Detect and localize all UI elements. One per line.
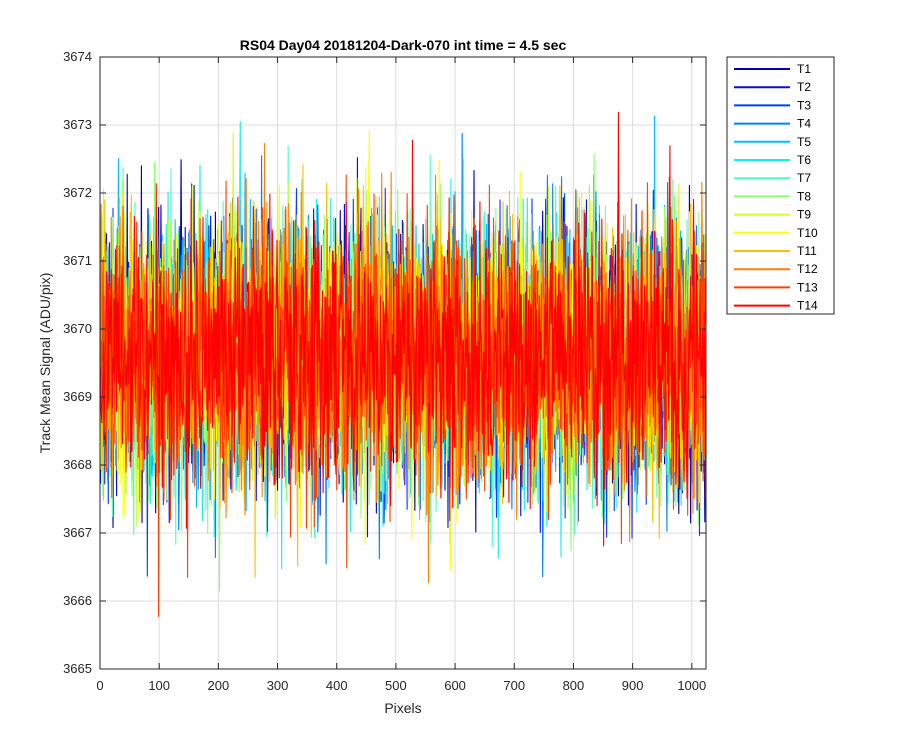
- chart-title: RS04 Day04 20181204-Dark-070 int time = …: [240, 37, 567, 53]
- x-tick-label: 400: [326, 678, 348, 693]
- y-tick-label: 3666: [63, 593, 92, 608]
- legend-label-t4: T4: [797, 117, 811, 131]
- legend: T1 T2 T3 T4 T5 T6 T7 T8 T9 T10 T11 T12 T13 T14: [726, 56, 835, 315]
- legend-label-t5: T5: [797, 135, 811, 149]
- legend-label-t14: T14: [797, 299, 818, 313]
- y-tick-label: 3668: [63, 457, 92, 472]
- legend-label-t10: T10: [797, 226, 818, 240]
- y-axis-label: Track Mean Signal (ADU/pix): [37, 273, 53, 454]
- y-tick-label: 3669: [63, 389, 92, 404]
- x-axis: 0 100 200 300 400 500 600 700 800 900 1000: [96, 57, 706, 693]
- x-tick-label: 200: [208, 678, 230, 693]
- x-tick-label: 700: [503, 678, 525, 693]
- y-tick-label: 3670: [63, 321, 92, 336]
- y-tick-label: 3667: [63, 525, 92, 540]
- x-tick-label: 100: [148, 678, 170, 693]
- y-tick-label: 3671: [63, 253, 92, 268]
- x-tick-label: 300: [267, 678, 289, 693]
- y-tick-label: 3665: [63, 661, 92, 676]
- x-tick-label: 900: [622, 678, 644, 693]
- legend-label-t13: T13: [797, 280, 818, 294]
- x-tick-label: 0: [96, 678, 103, 693]
- x-tick-label: 500: [385, 678, 407, 693]
- x-tick-label: 600: [444, 678, 466, 693]
- legend-label-t8: T8: [797, 189, 811, 203]
- legend-label-t7: T7: [797, 171, 811, 185]
- legend-label-t2: T2: [797, 80, 811, 94]
- legend-label-t3: T3: [797, 98, 811, 112]
- legend-label-t9: T9: [797, 208, 811, 222]
- x-axis-label: Pixels: [384, 700, 421, 716]
- y-tick-label: 3674: [63, 49, 92, 64]
- legend-label-t11: T11: [797, 244, 817, 258]
- legend-box: [726, 56, 835, 315]
- y-tick-label: 3672: [63, 185, 92, 200]
- y-axis: 3665 3666 3667 3668 3669 3670 3671 3672 3673 3674: [63, 49, 706, 676]
- legend-label-t1: T1: [797, 62, 811, 76]
- x-tick-label: 800: [563, 678, 585, 693]
- series-line-t14: [100, 111, 706, 547]
- legend-label-t12: T12: [797, 262, 818, 276]
- legend-label-t6: T6: [797, 153, 811, 167]
- series-layer: [100, 111, 706, 618]
- plot-frame: [99, 56, 707, 670]
- y-tick-label: 3673: [63, 117, 92, 132]
- x-tick-label: 1000: [677, 678, 706, 693]
